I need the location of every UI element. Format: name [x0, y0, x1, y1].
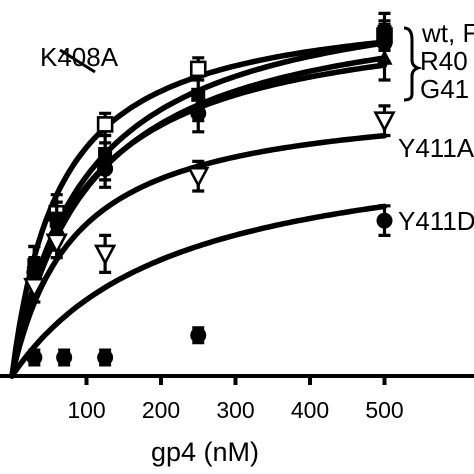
data-point-y411d-1 [56, 349, 73, 366]
annotation-wt: wt, F [421, 18, 474, 48]
x-tick-label-300: 300 [216, 397, 254, 423]
annotation-k408a: K408A [40, 42, 119, 72]
data-point-y411a-0 [23, 277, 46, 299]
x-axis: 100 200 300 400 500 gp4 (nM) [0, 374, 474, 467]
k408a-leader-line [59, 48, 96, 74]
data-point-g41-2 [97, 153, 114, 169]
data-points [23, 11, 396, 367]
series-y411a [23, 104, 396, 304]
series-y411d [26, 204, 393, 367]
annotations: K408A wt, F R40 G41 Y411A Y411D [40, 18, 474, 236]
data-point-g41-0 [26, 253, 43, 269]
x-tick-label-200: 200 [142, 397, 180, 423]
data-point-y411d-4 [376, 212, 393, 229]
x-axis-title: gp4 (nM) [151, 437, 259, 467]
data-point-y411d-2 [97, 349, 114, 366]
data-point-y411d-0 [26, 349, 43, 366]
x-tick-label-500: 500 [365, 397, 403, 423]
x-tick-label-100: 100 [67, 397, 105, 423]
data-point-y411a-3 [187, 166, 210, 188]
x-axis-ticks: 100 200 300 400 500 [67, 376, 404, 423]
annotation-g41: G41 [420, 74, 469, 104]
data-point-y411a-1 [45, 233, 68, 255]
group-brace [403, 26, 423, 102]
fit-curve-y411d [9, 203, 388, 379]
data-point-k408a-2 [189, 60, 207, 78]
data-point-k408a-1 [96, 116, 114, 133]
data-point-y411a-2 [93, 244, 117, 266]
data-point-g41-4 [376, 49, 393, 65]
annotation-y411d: Y411D [398, 206, 474, 236]
annotation-y411a: Y411A [398, 133, 474, 163]
data-point-y411d-3 [190, 327, 207, 344]
x-tick-label-400: 400 [291, 397, 329, 423]
annotation-r40: R40 [420, 46, 468, 76]
data-point-g41-3 [190, 97, 207, 113]
data-point-y411a-4 [373, 111, 396, 133]
